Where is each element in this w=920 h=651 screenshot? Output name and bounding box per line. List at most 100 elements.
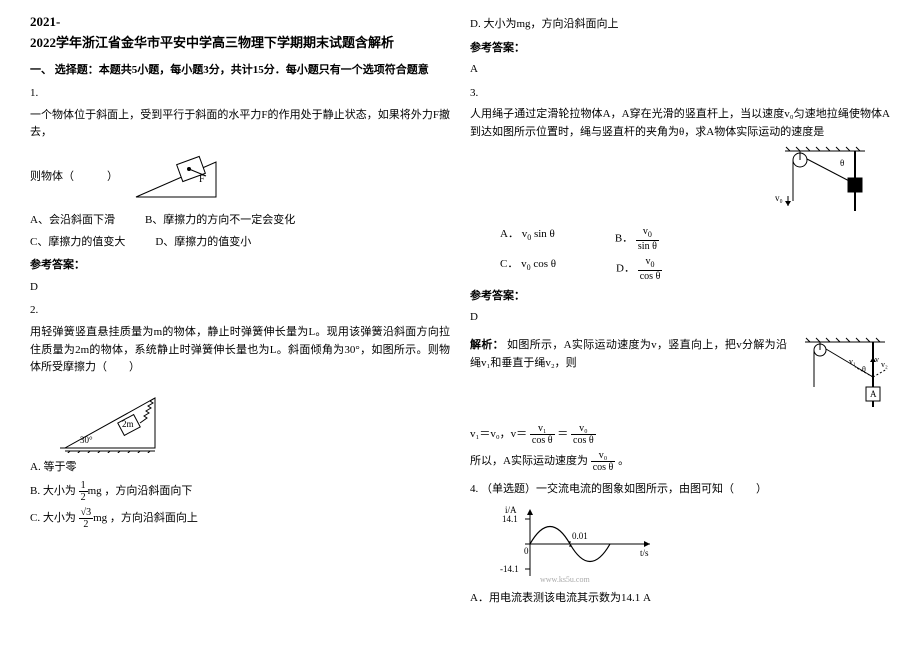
q1-ans-val: D — [30, 279, 450, 297]
q2-figure: 2m 30° — [60, 383, 450, 453]
q2-optB-suf: mg — [88, 485, 102, 497]
q3-text: 人用绳子通过定滑轮拉物体A，A穿在光滑的竖直杆上，当以速度v₀匀速地拉绳使物体A… — [470, 108, 890, 138]
frac-num: v0 — [638, 256, 663, 271]
q4-row: 4. （单选题）一交流电流的图象如图所示，由图可知（ ） — [470, 481, 890, 499]
frac-num: 1 — [79, 480, 88, 492]
title-main: 2022学年浙江省金华市平安中学高三物理下学期期末试题含解析 — [30, 33, 450, 54]
frac-den: cos θ — [571, 435, 596, 446]
expl2-eq: ＝ — [557, 428, 568, 440]
spring-incline-icon: 2m 30° — [60, 383, 160, 453]
q2-ans-val: A — [470, 61, 890, 79]
val-pos: 14.1 — [502, 514, 518, 524]
q3-optC: C． v0 cos θ — [500, 256, 556, 282]
svg-text:v: v — [875, 355, 879, 364]
expl3-frac: v₀ cos θ — [591, 450, 616, 473]
frac-den: sin θ — [636, 241, 659, 252]
s: 0 — [648, 230, 652, 239]
svg-text:30°: 30° — [80, 435, 93, 445]
q1-optC: C、摩擦力的值变大 — [30, 234, 125, 252]
frac-num: v₁ — [530, 423, 555, 435]
svg-text:v₁: v₁ — [849, 357, 856, 366]
opt-pre: D． — [616, 262, 635, 274]
q3-number: 3. — [470, 85, 890, 103]
svg-text:A: A — [870, 389, 877, 399]
q4-number: 4. — [470, 483, 478, 495]
q2-number: 2. — [30, 302, 450, 320]
svg-text:v₀: v₀ — [775, 193, 783, 203]
q2-optC-suf: mg — [93, 512, 107, 524]
frac-den: cos θ — [638, 271, 663, 282]
expl3-pre: 所以，A实际运动速度为 — [470, 455, 588, 467]
q3-opts-row1: A． v0 sin θ B． v0 sin θ — [500, 226, 890, 252]
svg-text:θ: θ — [862, 365, 866, 374]
q3-optA: A． v0 sin θ — [500, 226, 555, 252]
title-year: 2021- — [30, 12, 450, 33]
svg-text:v₂: v₂ — [881, 360, 888, 369]
q4-optA: A．用电流表测该电流其示数为14.1 A — [470, 590, 890, 608]
opt-pre: C． — [500, 258, 518, 270]
q3-opts-row2: C． v0 cos θ D． v0 cos θ — [500, 256, 890, 282]
svg-text:2m: 2m — [122, 419, 134, 429]
q4-text: （单选题）一交流电流的图象如图所示，由图可知（ ） — [481, 483, 767, 495]
frac-den: cos θ — [530, 435, 555, 446]
q1-text2: 则物体（ ） — [30, 171, 118, 183]
q1-number: 1. — [30, 85, 450, 103]
q2-optB-frac: 1 2 — [79, 480, 88, 503]
q2-text: 用轻弹簧竖直悬挂质量为m的物体，静止时弹簧伸长量为L。现用该弹簧沿斜面方向拉住质… — [30, 324, 450, 377]
opt-fn: sin θ — [534, 228, 555, 240]
q3-expl2: v₁＝v₀，v＝ v₁ cos θ ＝ v₀ cos θ — [470, 423, 890, 446]
axis-t: t/s — [640, 548, 649, 558]
q3-ans-val: D — [470, 309, 890, 327]
q3-optD: D． v0 cos θ — [616, 256, 662, 282]
q2-optB-pre: B. 大小为 — [30, 485, 76, 497]
q3-expl1: 如图所示，A实际运动速度为v，竖直向上，把v分解为沿绳v₁和垂直于绳v₂，则 — [470, 339, 787, 369]
expl3-post: 。 — [618, 455, 629, 467]
frac-num: v₀ — [591, 450, 616, 462]
q3-optB: B． v0 sin θ — [615, 226, 659, 252]
q2-optB-post: ，方向沿斜面向下 — [104, 485, 192, 497]
q3-expl-row: A v₁ v₂ v θ 解析： 如图所示，A实际运动速度为v，竖直向上，把v分解… — [470, 337, 890, 419]
svg-text:θ: θ — [840, 158, 844, 168]
q2-optB: B. 大小为 1 2 mg ，方向沿斜面向下 — [30, 480, 450, 503]
q2-optD: D. 大小为mg，方向沿斜面向上 — [470, 16, 890, 34]
q2-optC-post: ，方向沿斜面向上 — [110, 512, 198, 524]
opt-fn: cos θ — [533, 258, 556, 270]
expl2-frac1: v₁ cos θ — [530, 423, 555, 446]
expl2-frac2: v₀ cos θ — [571, 423, 596, 446]
q3-expl3: 所以，A实际运动速度为 v₀ cos θ 。 — [470, 450, 890, 473]
q4-figure: 14.1 -14.1 i/A t/s 0.01 0 www.ks5u.com — [500, 504, 890, 584]
opt-pre: B． — [615, 233, 633, 245]
incline-block-icon: F — [131, 152, 221, 202]
q1-optB: B、摩擦力的方向不一定会变化 — [145, 212, 295, 230]
frac-den: 2 — [79, 492, 88, 503]
q1-opts-row2: C、摩擦力的值变大 D、摩擦力的值变小 — [30, 234, 450, 252]
ac-wave-icon: 14.1 -14.1 i/A t/s 0.01 0 www.ks5u.com — [500, 504, 660, 584]
q2-optA: A. 等于零 — [30, 459, 450, 477]
s: 0 — [651, 260, 655, 269]
frac-num: v₀ — [571, 423, 596, 435]
axis-i: i/A — [505, 505, 517, 515]
expl2-pre: v₁＝v₀，v＝ — [470, 428, 527, 440]
q1-text1: 一个物体位于斜面上，受到平行于斜面的水平力F的作用处于静止状态，如果将外力F撤去… — [30, 107, 450, 142]
frac-num: v0 — [636, 226, 659, 241]
q2-ans-label: 参考答案： — [470, 40, 890, 58]
right-column: D. 大小为mg，方向沿斜面向上 参考答案： A 3. 人用绳子通过定滑轮拉物体… — [460, 12, 900, 639]
watermark: www.ks5u.com — [540, 575, 590, 584]
frac-num: √3 — [79, 507, 94, 519]
svg-text:0: 0 — [524, 546, 529, 556]
q3-text-row: 人用绳子通过定滑轮拉物体A，A穿在光滑的竖直杆上，当以速度v₀匀速地拉绳使物体A… — [470, 106, 890, 141]
frac-den: cos θ — [591, 462, 616, 473]
q2-optC-frac: √3 2 — [79, 507, 94, 530]
val-neg: -14.1 — [500, 564, 519, 574]
q3-optB-frac: v0 sin θ — [636, 226, 659, 252]
pulley-rod-icon: θ v₀ — [770, 146, 870, 216]
q2-optC-pre: C. 大小为 — [30, 512, 76, 524]
q1-figure: F — [131, 152, 221, 202]
q3-ans-label: 参考答案： — [470, 288, 890, 306]
left-column: 2021- 2022学年浙江省金华市平安中学高三物理下学期期末试题含解析 一、 … — [20, 12, 460, 639]
q1-optD: D、摩擦力的值变小 — [155, 234, 251, 252]
q1-ans-label: 参考答案： — [30, 257, 450, 275]
q1-opts-row1: A、会沿斜面下滑 B、摩擦力的方向不一定会变化 — [30, 212, 450, 230]
q3-figure: θ v₀ — [470, 146, 870, 223]
q1-optA: A、会沿斜面下滑 — [30, 212, 115, 230]
